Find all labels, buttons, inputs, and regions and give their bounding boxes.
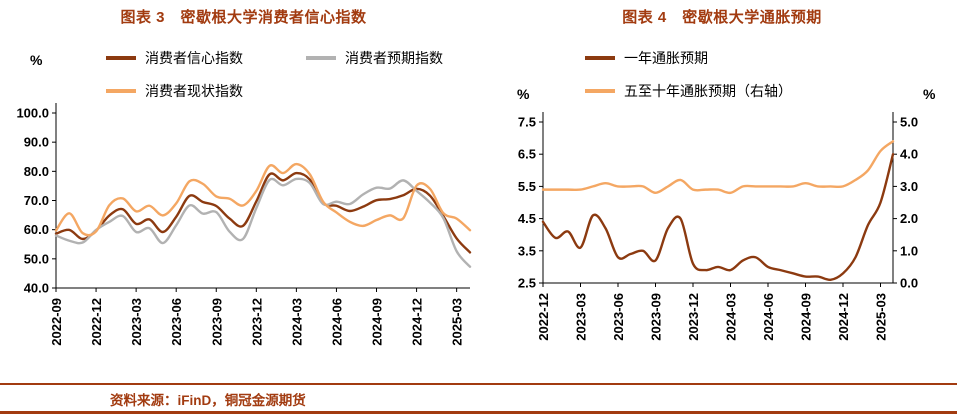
- legend-label: 一年通胀预期: [624, 50, 708, 66]
- line-chart-inflation-expectations: 2.5 3.5 4.5 5.5 6.5 7.5 0.0 1.0 2.0 3.0 4.0 5.0 2022…: [518, 112, 918, 341]
- legend-item-expectations: 消费者预期指数: [306, 48, 443, 68]
- right-y-axis-unit-label: %: [923, 86, 936, 102]
- series-line: [541, 153, 895, 282]
- chart-title-consumer-confidence: 图表 3 密歇根大学消费者信心指数: [120, 9, 367, 26]
- y-tick-label: 6.5: [518, 147, 536, 162]
- x-tick-label: 2024-03: [724, 293, 739, 341]
- legend-line-swatch: [106, 89, 136, 93]
- legend-label: 消费者预期指数: [345, 50, 443, 66]
- legend-item-sentiment: 消费者信心指数: [106, 48, 306, 68]
- y-tick-label: 100.0: [16, 106, 49, 121]
- legend-line-swatch: [106, 56, 136, 60]
- right-y-tick-label: 5.0: [900, 115, 918, 130]
- chart-panel-consumer-confidence: % 消费者信心指数 消费者预期指数 消费者现状指数 40.0 50.0 60.0 70…: [6, 0, 487, 383]
- y-tick-label: 5.5: [518, 179, 536, 194]
- line-chart-consumer-confidence: 40.0 50.0 60.0 70.0 80.0 90.0 100.0 2022-09 2022…: [16, 103, 472, 346]
- y-axis-unit-label: %: [30, 52, 43, 68]
- x-tick-label: 2024-12: [410, 298, 425, 346]
- y-tick-label: 2.5: [518, 276, 536, 291]
- x-tick-label: 2022-12: [536, 293, 551, 341]
- x-tick-label: 2025-03: [874, 293, 889, 341]
- x-tick-label: 2022-12: [89, 298, 104, 346]
- chart-panel-inflation-expectations: % % 一年通胀预期 五至十年通胀预期（右轴） 2.5 3.5 4.5 5.5 6.5 7…: [497, 0, 957, 383]
- x-tick-label: 2023-03: [574, 293, 589, 341]
- legend-item-one-year: 一年通胀预期: [585, 48, 792, 68]
- x-tick-label: 2022-09: [49, 298, 64, 346]
- x-tick-label: 2023-12: [686, 293, 701, 341]
- x-tick-label: 2023-12: [249, 298, 264, 346]
- right-y-tick-label: 1.0: [900, 243, 918, 258]
- right-y-tick-label: 0.0: [900, 276, 918, 291]
- x-tick-label: 2025-03: [450, 298, 465, 346]
- x-tick-label: 2023-06: [611, 293, 626, 341]
- x-tick-label: 2023-09: [209, 298, 224, 346]
- right-y-tick-label: 4.0: [900, 147, 918, 162]
- right-y-tick-label: 3.0: [900, 179, 918, 194]
- legend-label: 消费者现状指数: [145, 83, 243, 99]
- x-tick-label: 2024-09: [370, 298, 385, 346]
- x-tick-label: 2024-06: [761, 293, 776, 341]
- series-line: [54, 171, 472, 254]
- source-note: 资料来源：iFinD，铜冠金源期货: [110, 393, 306, 408]
- y-tick-label: 70.0: [24, 193, 49, 208]
- x-tick-label: 2023-09: [649, 293, 664, 341]
- legend-label: 消费者信心指数: [145, 50, 243, 66]
- y-tick-label: 90.0: [24, 135, 49, 150]
- x-tick-label: 2024-03: [289, 298, 304, 346]
- divider-line-bottom: [0, 411, 957, 414]
- y-tick-label: 4.5: [518, 211, 536, 226]
- series-line: [54, 162, 472, 237]
- x-tick-label: 2023-06: [169, 298, 184, 346]
- y-tick-label: 7.5: [518, 115, 536, 130]
- chart-title-inflation-expectations: 图表 4 密歇根大学通胀预期: [622, 9, 822, 26]
- legend-line-swatch: [585, 89, 615, 93]
- series-line: [54, 177, 472, 268]
- x-tick-label: 2024-09: [799, 293, 814, 341]
- legend-line-swatch: [306, 56, 336, 60]
- y-tick-label: 50.0: [24, 251, 49, 266]
- legend: 消费者信心指数 消费者预期指数 消费者现状指数: [106, 48, 443, 101]
- y-tick-label: 60.0: [24, 222, 49, 237]
- legend-label: 五至十年通胀预期（右轴）: [624, 83, 792, 99]
- legend: 一年通胀预期 五至十年通胀预期（右轴）: [585, 48, 792, 101]
- series-line: [541, 140, 895, 195]
- legend-item-five-ten-year: 五至十年通胀预期（右轴）: [585, 81, 792, 101]
- y-tick-label: 3.5: [518, 243, 536, 258]
- legend-item-current-conditions: 消费者现状指数: [106, 81, 306, 101]
- x-tick-label: 2023-03: [129, 298, 144, 346]
- x-tick-label: 2024-12: [836, 293, 851, 341]
- y-tick-label: 40.0: [24, 281, 49, 296]
- right-y-tick-label: 2.0: [900, 211, 918, 226]
- legend-line-swatch: [585, 56, 615, 60]
- divider-line-top: [0, 383, 957, 385]
- x-tick-label: 2024-06: [329, 298, 344, 346]
- y-tick-label: 80.0: [24, 164, 49, 179]
- left-y-axis-unit-label: %: [517, 86, 530, 102]
